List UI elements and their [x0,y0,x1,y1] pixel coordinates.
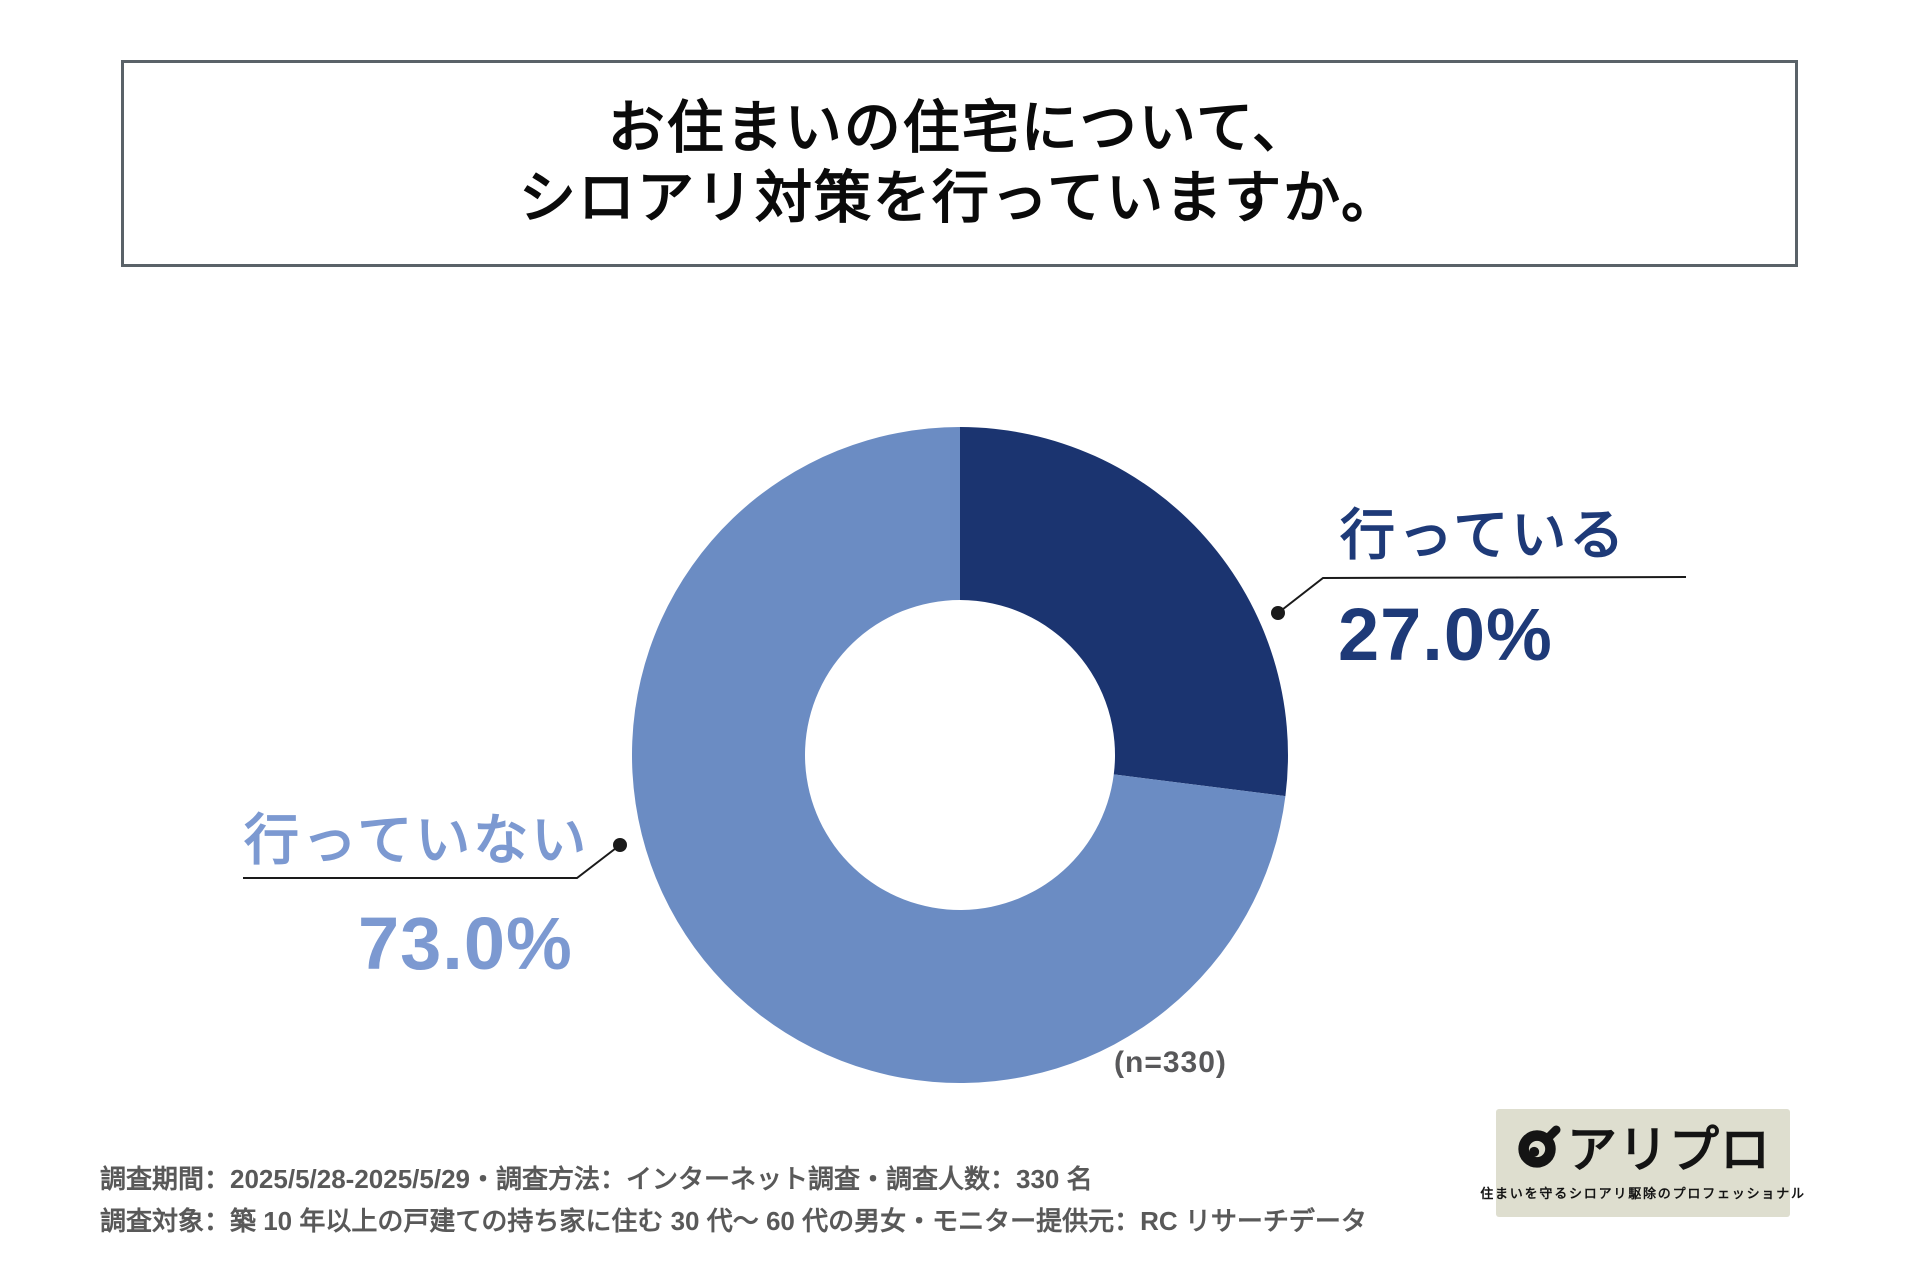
question-box: お住まいの住宅について、 シロアリ対策を行っていますか。 [121,60,1798,267]
label-no-value: 73.0% [358,902,573,985]
leader-dot-no [613,838,627,852]
leader-lines [243,576,1687,879]
label-no-name: 行っていない [244,809,590,871]
footnote-line1: 調査期間：2025/5/28-2025/5/29・調査方法：インターネット調査・… [100,1164,1093,1194]
question-title-line2: シロアリ対策を行っていますか。 [518,165,1400,230]
leader-line-yes [1277,576,1687,614]
magnifier-icon [1515,1124,1561,1176]
label-yes-value: 27.0% [1338,593,1553,676]
leader-line-no [243,844,621,879]
donut-slices [631,427,1288,1083]
leader-dot-yes [1271,606,1285,620]
sample-size-note: (n=330) [1114,1046,1227,1079]
label-yes-name: 行っている [1340,504,1628,566]
logo-tagline: 住まいを守るシロアリ駆除のプロフェッショナル [1480,1185,1806,1201]
question-title-line1: お住まいの住宅について、 [607,95,1312,160]
slice-yes [960,427,1288,797]
survey-footnote: 調査期間：2025/5/28-2025/5/29・調査方法：インターネット調査・… [100,1158,1367,1242]
slice-no [631,427,1286,1083]
logo-text: アリプロ [1567,1122,1771,1178]
brand-logo: アリプロ 住まいを守るシロアリ駆除のプロフェッショナル [1480,1109,1804,1217]
footnote-line2: 調査対象：築 10 年以上の戸建ての持ち家に住む 30 代〜 60 代の男女・モ… [100,1206,1367,1236]
logo-row: アリプロ [1515,1122,1771,1178]
